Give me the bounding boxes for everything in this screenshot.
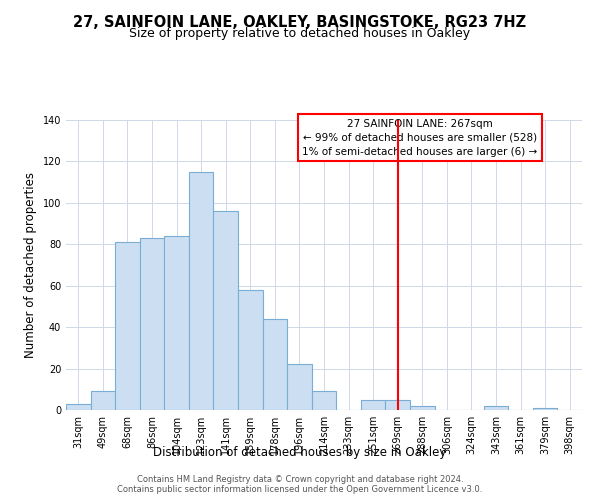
Bar: [140, 238, 164, 410]
Bar: [533, 408, 557, 410]
Bar: [238, 290, 263, 410]
Bar: [263, 319, 287, 410]
Text: Size of property relative to detached houses in Oakley: Size of property relative to detached ho…: [130, 28, 470, 40]
Text: Distribution of detached houses by size in Oakley: Distribution of detached houses by size …: [154, 446, 446, 459]
Bar: [287, 364, 312, 410]
Text: 27 SAINFOIN LANE: 267sqm
← 99% of detached houses are smaller (528)
1% of semi-d: 27 SAINFOIN LANE: 267sqm ← 99% of detach…: [302, 118, 538, 156]
Bar: [312, 392, 336, 410]
Y-axis label: Number of detached properties: Number of detached properties: [24, 172, 37, 358]
Text: Contains HM Land Registry data © Crown copyright and database right 2024.: Contains HM Land Registry data © Crown c…: [137, 475, 463, 484]
Text: Contains public sector information licensed under the Open Government Licence v3: Contains public sector information licen…: [118, 485, 482, 494]
Bar: [385, 400, 410, 410]
Bar: [189, 172, 214, 410]
Bar: [361, 400, 385, 410]
Bar: [91, 392, 115, 410]
Bar: [214, 211, 238, 410]
Text: 27, SAINFOIN LANE, OAKLEY, BASINGSTOKE, RG23 7HZ: 27, SAINFOIN LANE, OAKLEY, BASINGSTOKE, …: [73, 15, 527, 30]
Bar: [484, 406, 508, 410]
Bar: [66, 404, 91, 410]
Bar: [410, 406, 434, 410]
Bar: [115, 242, 140, 410]
Bar: [164, 236, 189, 410]
